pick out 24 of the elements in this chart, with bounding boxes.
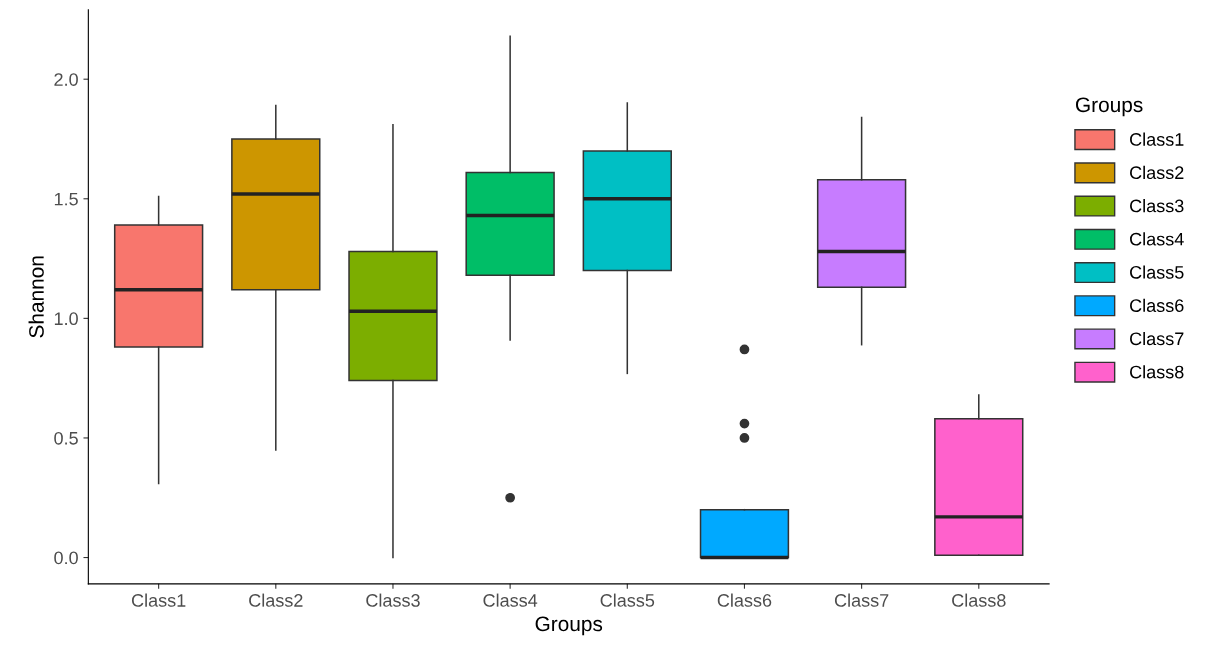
x-tick-label: Class4 [483, 593, 538, 607]
x-tick-label: Class6 [717, 593, 772, 607]
x-tick-label: Class1 [131, 593, 186, 607]
y-tick-label: 1.5 [54, 192, 78, 206]
legend-label: Class5 [1130, 265, 1184, 279]
legend-label: Class7 [1130, 331, 1184, 346]
x-tick-label: Class5 [600, 593, 655, 607]
legend-label: Class3 [1130, 199, 1184, 213]
x-tick-label: Class2 [249, 593, 303, 607]
x-tick-label: Class7 [834, 593, 889, 607]
y-tick-label: 1.0 [54, 312, 78, 326]
legend-label: Class8 [1130, 365, 1184, 379]
y-tick-label: 0.5 [54, 431, 78, 445]
x-tick-label: Class8 [952, 593, 1006, 607]
legend-label: Class6 [1130, 298, 1184, 312]
legend-label: Class4 [1130, 232, 1184, 246]
x-axis-title: Groups [535, 616, 603, 636]
y-axis-title: Shannon [28, 256, 44, 338]
legend-title: Groups [1075, 97, 1143, 117]
legend-label: Class2 [1130, 165, 1184, 180]
x-tick-label: Class3 [366, 593, 420, 607]
y-tick-label: 0.0 [54, 551, 78, 565]
y-tick-label: 2.0 [54, 73, 78, 86]
legend-label: Class1 [1130, 132, 1184, 146]
